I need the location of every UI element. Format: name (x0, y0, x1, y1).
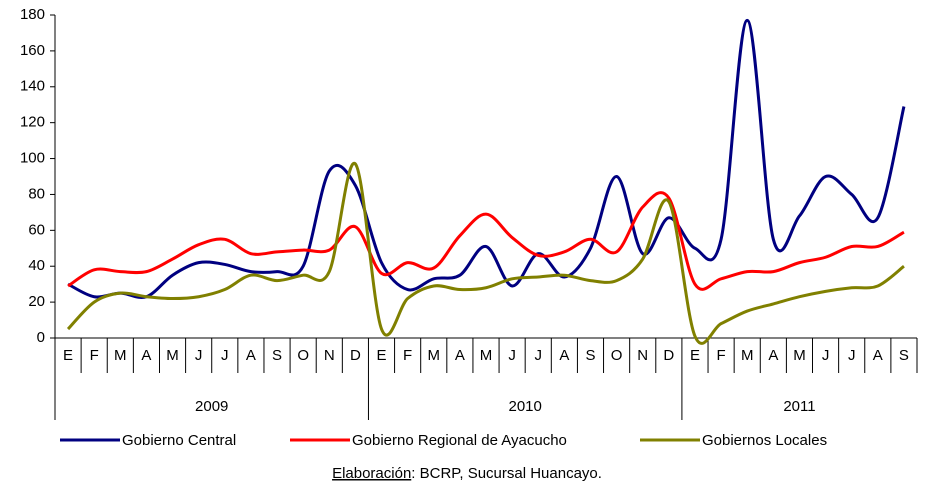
y-tick-label: 100 (20, 150, 45, 167)
x-tick-label: M (428, 347, 441, 364)
x-tick-label: E (690, 347, 700, 364)
x-tick-label: J (848, 347, 856, 364)
legend-label: Gobiernos Locales (702, 432, 827, 449)
x-tick-label: M (741, 347, 754, 364)
y-tick-label: 60 (28, 221, 45, 238)
x-tick-label: A (768, 347, 778, 364)
x-tick-label: E (377, 347, 387, 364)
x-tick-label: O (611, 347, 623, 364)
x-tick-label: J (195, 347, 203, 364)
series-line (67, 18, 906, 299)
legend-label: Gobierno Central (122, 432, 236, 449)
x-tick-label: F (90, 347, 99, 364)
y-tick-label: 40 (28, 257, 45, 274)
x-tick-label: A (246, 347, 256, 364)
source-text: : BCRP, Sucursal Huancayo. (411, 465, 602, 482)
x-tick-label: S (272, 347, 282, 364)
x-tick-label: E (63, 347, 73, 364)
series-line (67, 191, 905, 291)
x-tick-label: M (480, 347, 493, 364)
year-label: 2010 (508, 398, 541, 415)
y-tick-label: 20 (28, 293, 45, 310)
y-tick-label: 120 (20, 114, 45, 131)
source-note: Elaboración: BCRP, Sucursal Huancayo. (332, 465, 602, 482)
year-label: 2011 (783, 398, 815, 415)
x-tick-label: D (663, 347, 674, 364)
x-tick-label: A (455, 347, 465, 364)
y-tick-label: 140 (20, 78, 45, 95)
x-tick-label: J (822, 347, 830, 364)
x-tick-label: F (403, 347, 412, 364)
y-tick-label: 180 (20, 6, 45, 23)
x-tick-label: O (297, 347, 309, 364)
source-label: Elaboración (332, 465, 411, 482)
y-tick-label: 80 (28, 185, 45, 202)
x-tick-label: J (221, 347, 229, 364)
year-label: 2009 (195, 398, 228, 415)
x-tick-label: S (899, 347, 909, 364)
x-tick-label: S (585, 347, 595, 364)
y-tick-label: 0 (37, 329, 45, 346)
x-tick-label: M (114, 347, 127, 364)
x-tick-label: M (793, 347, 806, 364)
x-tick-label: D (350, 347, 361, 364)
series-line (66, 162, 905, 345)
x-tick-label: J (508, 347, 516, 364)
x-tick-label: F (717, 347, 726, 364)
x-tick-label: J (534, 347, 542, 364)
x-tick-label: N (324, 347, 335, 364)
x-tick-label: A (559, 347, 569, 364)
legend-label: Gobierno Regional de Ayacucho (352, 432, 567, 449)
x-tick-label: N (637, 347, 648, 364)
x-tick-label: M (166, 347, 179, 364)
x-tick-label: A (141, 347, 151, 364)
y-tick-label: 160 (20, 42, 45, 59)
x-tick-label: A (873, 347, 883, 364)
